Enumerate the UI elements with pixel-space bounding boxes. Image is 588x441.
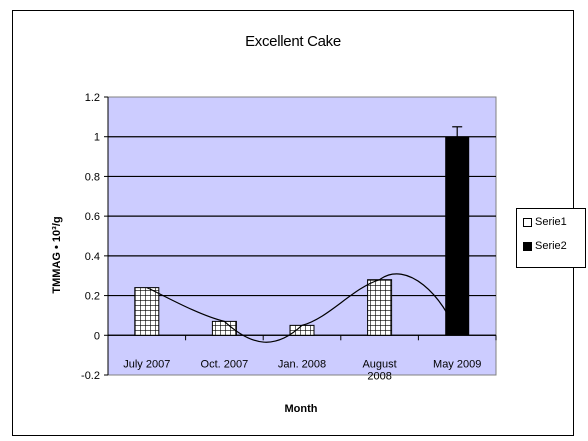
y-tick-label: 0 — [94, 330, 100, 342]
y-tick-label: 0.4 — [85, 251, 100, 263]
legend: Serie1 Serie2 — [516, 208, 586, 268]
x-tick-label: August — [362, 358, 396, 370]
y-tick-label: 0.2 — [85, 291, 100, 303]
y-tick-label: 0.6 — [85, 211, 100, 223]
y-axis-title: TMMAG • 10³/g — [51, 216, 63, 293]
y-tick-label: 0.8 — [85, 171, 100, 183]
bar-serie1 — [134, 287, 160, 336]
legend-label-serie2: Serie2 — [535, 240, 567, 252]
legend-label-serie1: Serie1 — [535, 216, 567, 228]
chart-title: Excellent Cake — [245, 33, 341, 50]
legend-item-serie1: Serie1 — [523, 215, 567, 229]
x-tick-label: Jan. 2008 — [278, 358, 326, 370]
x-tick-label: 2008 — [367, 370, 391, 382]
y-tick-label: -0.2 — [81, 370, 100, 382]
legend-item-serie2: Serie2 — [523, 239, 567, 253]
y-tick-label: 1 — [94, 132, 100, 144]
bar-serie1 — [367, 279, 393, 336]
x-tick-label: July 2007 — [123, 358, 170, 370]
y-tick-label: 1.2 — [85, 92, 100, 104]
bar-serie1 — [289, 324, 315, 336]
legend-swatch-serie2 — [523, 241, 532, 251]
x-tick-label: Oct. 2007 — [201, 358, 249, 370]
x-axis-title: Month — [285, 403, 318, 415]
legend-swatch-serie1 — [523, 217, 532, 227]
x-tick-label: May 2009 — [433, 358, 481, 370]
trend-curve — [146, 273, 458, 343]
bar-serie2 — [445, 136, 470, 336]
